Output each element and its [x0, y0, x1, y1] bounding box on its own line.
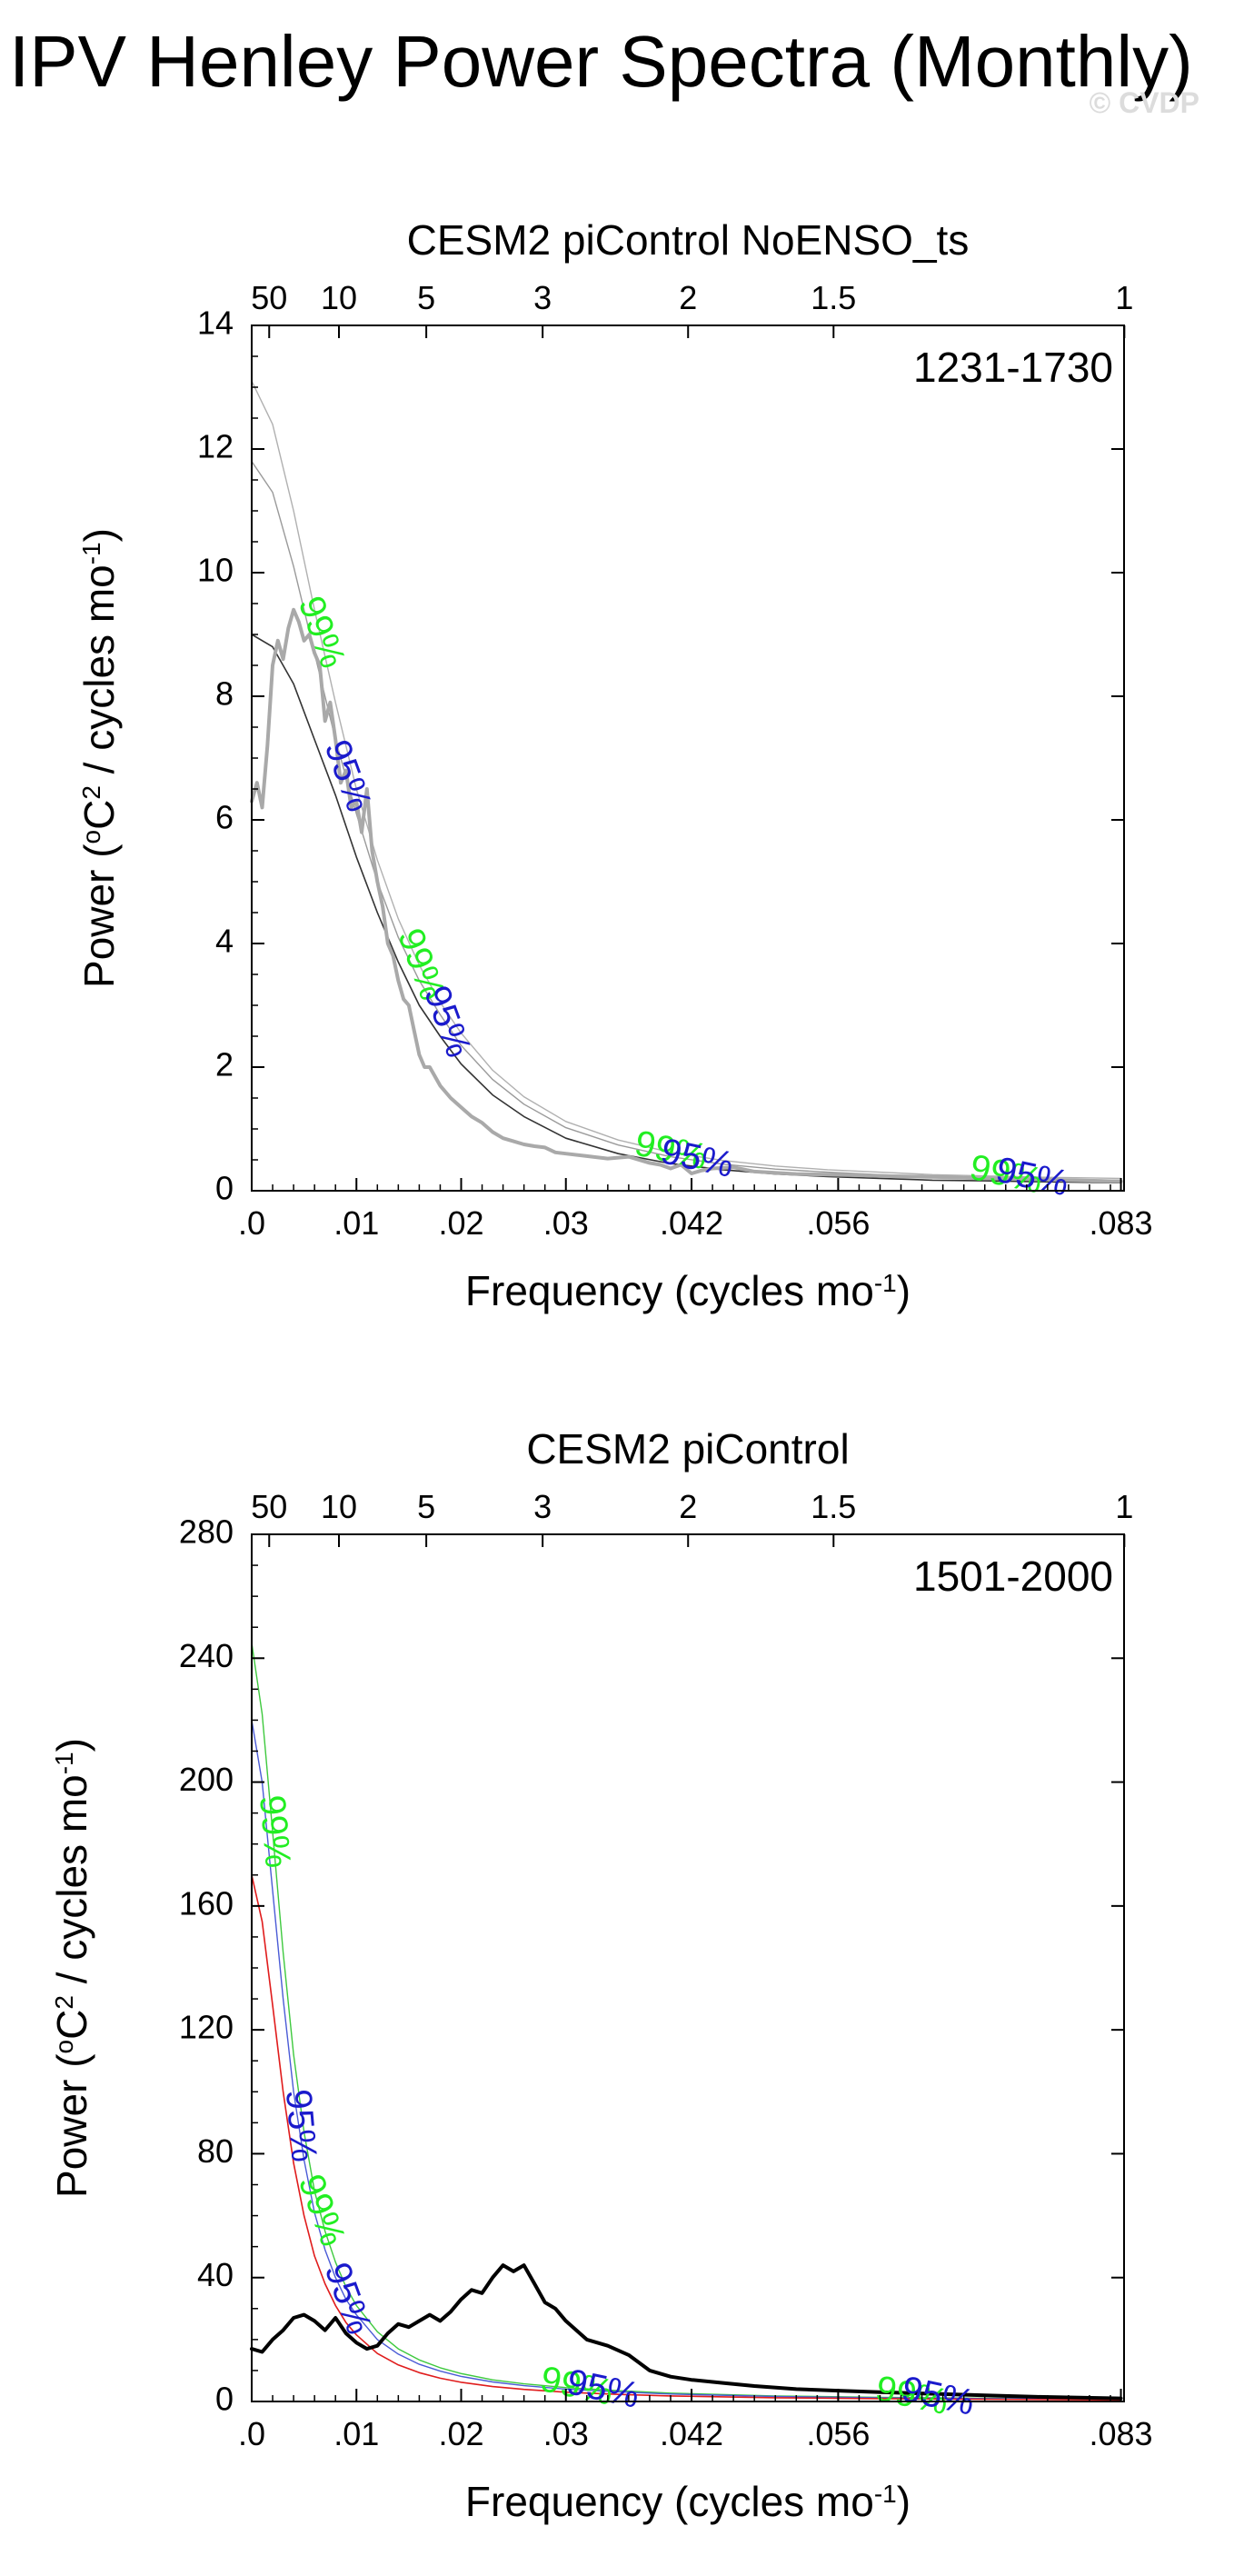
period-tick-label: 3: [533, 1488, 552, 1525]
x-tick-label: .0: [238, 1204, 265, 1242]
x-tick-label: .02: [438, 1204, 483, 1242]
plot-frame: [251, 1533, 1125, 2402]
y-tick-label: 12: [197, 428, 234, 465]
x-tick-label: .01: [333, 1204, 379, 1242]
period-tick-label: 3: [533, 279, 552, 316]
x-tick-label: .01: [333, 2415, 379, 2452]
series-line-99-: [251, 380, 1122, 1180]
period-tick-label: 10: [321, 1488, 357, 1525]
page-title: IPV Henley Power Spectra (Monthly): [9, 21, 1193, 102]
conf-label-95: 95%: [992, 1150, 1071, 1204]
period-tick-label: 1: [1115, 1488, 1133, 1525]
y-tick-label: 0: [215, 1170, 234, 1207]
plot-frame: [251, 324, 1125, 1192]
y-tick-label: 14: [197, 305, 234, 342]
x-tick-label: .042: [660, 2415, 723, 2452]
y-tick-label: 10: [197, 552, 234, 589]
period-tick-label: 1.5: [811, 279, 856, 316]
y-axis-label: Power (oC2 / cycles mo-1): [75, 528, 123, 988]
x-tick-label: .083: [1090, 1204, 1153, 1242]
series-line-red-noise: [251, 1874, 1122, 2401]
conf-label-95: 95%: [317, 734, 380, 816]
period-tick-label: 50: [251, 1488, 287, 1525]
x-tick-label: .03: [543, 2415, 589, 2452]
series-line-red-noise: [251, 634, 1122, 1183]
y-tick-label: 200: [179, 1761, 234, 1798]
y-tick-label: 40: [197, 2256, 234, 2293]
period-tick-label: 10: [321, 279, 357, 316]
series-line-spectrum: [250, 2263, 1123, 2401]
chart-panel-2: 99%95%99%95%99%95% 99%95%0408012016020024…: [48, 1425, 1153, 2525]
period-tick-label: 5: [417, 279, 435, 316]
y-tick-label: 4: [215, 923, 234, 960]
period-tick-label: 2: [679, 1488, 697, 1525]
period-tick-label: 2: [679, 279, 697, 316]
x-tick-label: .03: [543, 1204, 589, 1242]
x-tick-label: .02: [438, 2415, 483, 2452]
chart-panel-1: 99%95%99%95%99%95% 99%95%02468101214.0.01…: [75, 216, 1153, 1314]
series-line-spectrum: [250, 607, 1123, 1183]
conf-label-95: 95%: [563, 2361, 642, 2416]
x-axis-label: Frequency (cycles mo-1): [465, 2478, 911, 2525]
conf-label-99: 99%: [291, 2169, 353, 2251]
x-tick-label: .056: [806, 1204, 870, 1242]
conf-label-95: 95%: [658, 1131, 737, 1185]
conf-label-95: 95%: [416, 981, 479, 1063]
y-tick-label: 240: [179, 1637, 234, 1674]
y-tick-label: 80: [197, 2132, 234, 2170]
y-axis-label: Power (oC2 / cycles mo-1): [48, 1738, 95, 2198]
x-axis-label: Frequency (cycles mo-1): [465, 1267, 911, 1314]
series-line-99-: [251, 1642, 1122, 2401]
period-tick-label: 1: [1115, 279, 1133, 316]
x-tick-label: .0: [238, 2415, 265, 2452]
x-tick-label: .083: [1090, 2415, 1153, 2452]
conf-label-95: 95%: [278, 2088, 324, 2164]
x-tick-label: .056: [806, 2415, 870, 2452]
series-line-95-: [251, 1719, 1122, 2401]
series-line-95-: [251, 460, 1122, 1182]
conf-label-99: 99%: [252, 1793, 298, 1870]
panel-title: CESM2 piControl NoENSO_ts: [407, 216, 970, 264]
period-range-label: 1231-1730: [913, 344, 1113, 391]
y-tick-label: 280: [179, 1513, 234, 1551]
y-tick-label: 6: [215, 799, 234, 836]
x-tick-label: .042: [660, 1204, 723, 1242]
y-tick-label: 160: [179, 1884, 234, 1922]
period-tick-label: 50: [251, 279, 287, 316]
y-tick-label: 8: [215, 675, 234, 713]
period-range-label: 1501-2000: [913, 1553, 1113, 1600]
period-tick-label: 5: [417, 1488, 435, 1525]
y-tick-label: 120: [179, 2009, 234, 2046]
y-tick-label: 2: [215, 1046, 234, 1083]
y-tick-label: 0: [215, 2381, 234, 2418]
cvdp-watermark: © CVDP: [1089, 86, 1199, 119]
panel-title: CESM2 piControl: [526, 1425, 849, 1473]
period-tick-label: 1.5: [811, 1488, 856, 1525]
